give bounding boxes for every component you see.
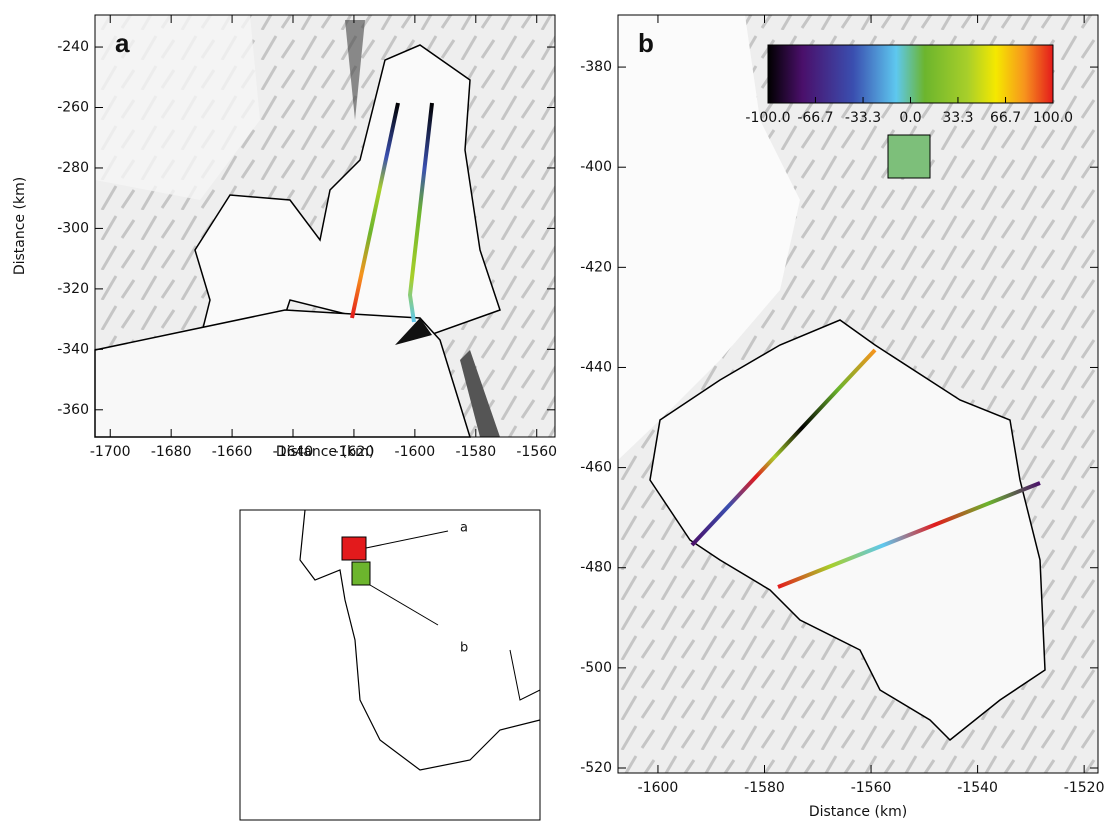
x-tick-label: -1660 (212, 444, 253, 460)
axes-frame (94, 14, 556, 438)
y-tick-label: -340 (57, 341, 89, 357)
colorbar-tick-label: 66.7 (990, 110, 1021, 126)
x-tick-label: -1640 (273, 444, 314, 460)
axes-frame (617, 14, 1099, 774)
colorbar-tick-label: 100.0 (1033, 110, 1073, 126)
x-tick-label: -1680 (151, 444, 192, 460)
colorbar-tick-label: -33.3 (845, 110, 881, 126)
y-tick-label: -240 (57, 39, 89, 55)
colorbar-tick-label: 33.3 (942, 110, 973, 126)
y-tick-label: -400 (580, 159, 612, 175)
inset-map: a b (239, 509, 541, 821)
x-tick-label: -1560 (516, 444, 557, 460)
x-axis-title: Distance (km) (809, 804, 907, 820)
inset-label: a (460, 521, 468, 536)
x-tick-label: -1580 (455, 444, 496, 460)
x-tick-label: -1540 (957, 780, 998, 796)
colorbar (767, 44, 1054, 104)
y-tick-label: -360 (57, 402, 89, 418)
y-tick-label: -380 (580, 59, 612, 75)
y-tick-label: -500 (580, 660, 612, 676)
x-tick-label: -1520 (1064, 780, 1105, 796)
y-tick-label: -440 (580, 359, 612, 375)
map-b (618, 15, 1098, 773)
colorbar-tick-label: 0.0 (899, 110, 921, 126)
colorbar-tick-label: -66.7 (797, 110, 833, 126)
y-tick-label: -460 (580, 460, 612, 476)
x-tick-label: -1620 (334, 444, 375, 460)
panel-label: a (115, 28, 130, 58)
x-tick-label: -1600 (638, 780, 679, 796)
colorbar-tick-label: -100.0 (745, 110, 790, 126)
y-tick-label: -420 (580, 259, 612, 275)
y-tick-label: -520 (580, 760, 612, 776)
x-tick-label: -1560 (851, 780, 892, 796)
x-tick-label: -1700 (90, 444, 131, 460)
inset-label: b (460, 641, 468, 656)
y-tick-label: -300 (57, 220, 89, 236)
panel-label: b (638, 28, 654, 58)
y-tick-label: -320 (57, 281, 89, 297)
x-tick-label: -1580 (744, 780, 785, 796)
x-axis-title: Distance (km) (276, 444, 374, 460)
x-tick-label: -1600 (395, 444, 436, 460)
y-tick-label: -280 (57, 160, 89, 176)
legend-swatch (887, 134, 931, 179)
y-axis-title: Distance (km) (12, 177, 28, 275)
map-a (94, 15, 555, 438)
y-tick-label: -260 (57, 100, 89, 116)
y-tick-label: -480 (580, 560, 612, 576)
